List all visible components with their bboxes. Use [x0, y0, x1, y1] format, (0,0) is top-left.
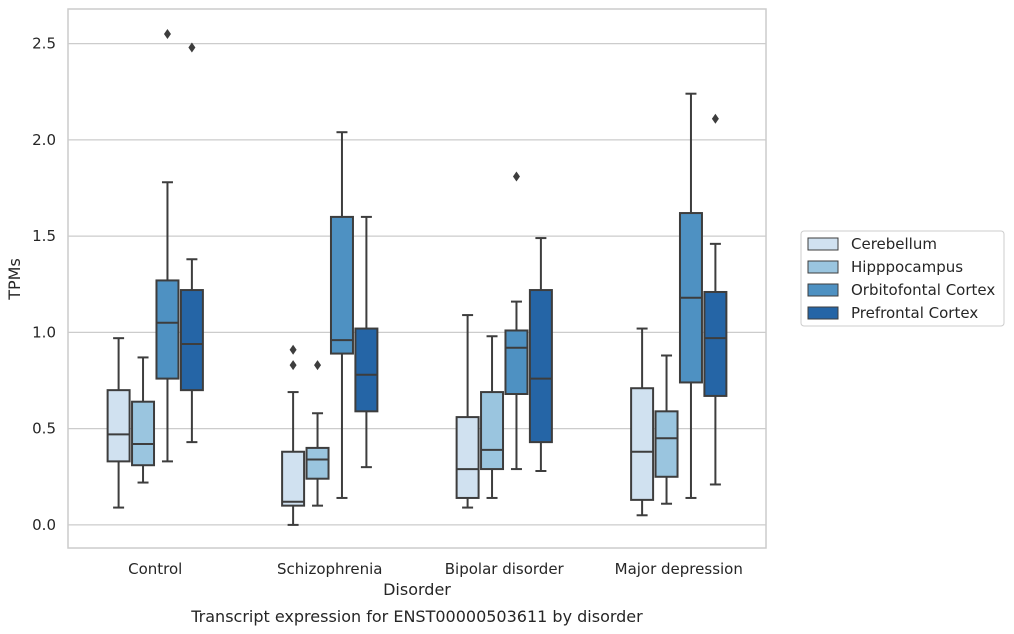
legend-item: Orbitofontal Cortex — [807, 281, 995, 299]
box-group — [106, 337, 131, 509]
box-iqr — [504, 329, 529, 396]
y-tick-label: 1.5 — [32, 227, 56, 245]
box-iqr — [106, 389, 131, 463]
box-iqr — [528, 289, 553, 444]
box-group — [155, 29, 180, 463]
legend-item: Prefrontal Cortex — [807, 304, 978, 322]
legend-frame — [800, 230, 1005, 327]
box-iqr — [703, 290, 728, 397]
box-group — [504, 171, 529, 471]
y-tick-labels: 0.0 0.5 1.0 1.5 2.0 2.5 — [32, 35, 56, 534]
legend-swatch — [807, 237, 839, 251]
legend-swatch — [807, 260, 839, 274]
outlier-point — [512, 171, 520, 182]
box-group — [654, 354, 679, 505]
box-group — [131, 356, 156, 484]
outlier-point — [314, 360, 322, 371]
x-tick-label: Bipolar disorder — [445, 560, 565, 578]
box-iqr — [455, 416, 480, 499]
box-group — [528, 237, 553, 472]
y-tick-label: 2.0 — [32, 131, 56, 149]
chart-caption: Transcript expression for ENST0000050361… — [190, 607, 643, 626]
outlier-point — [289, 344, 297, 355]
box-group — [703, 113, 728, 486]
legend-item: Hipppocampus — [807, 258, 963, 276]
box-plots — [106, 29, 728, 526]
box-iqr — [155, 279, 180, 380]
box-group — [179, 42, 204, 444]
y-tick-label: 2.5 — [32, 35, 56, 53]
outlier-point — [711, 113, 719, 124]
x-tick-labels: Control Schizophrenia Bipolar disorder Majo… — [128, 560, 743, 578]
box-group — [329, 131, 354, 499]
box-iqr — [131, 400, 156, 467]
box-group — [480, 335, 505, 499]
y-axis-label: TPMs — [5, 258, 24, 301]
outlier-point — [188, 42, 196, 53]
plot-frame — [67, 8, 767, 549]
outlier-point — [163, 29, 171, 40]
x-tick-label: Schizophrenia — [277, 560, 382, 578]
box-group — [354, 215, 379, 469]
legend-item: Cerebellum — [807, 235, 937, 253]
legend-swatch — [807, 306, 839, 320]
box-group — [305, 360, 330, 507]
box-iqr — [480, 391, 505, 471]
box-group — [281, 344, 306, 526]
x-axis-label: Disorder — [383, 580, 451, 599]
box-iqr — [281, 450, 306, 507]
box-iqr — [654, 410, 679, 478]
box-iqr — [630, 387, 655, 501]
outlier-point — [289, 360, 297, 371]
box-group — [630, 327, 655, 517]
legend: Cerebellum Hipppocampus Orbitofontal Corte… — [800, 230, 1005, 327]
y-tick-label: 0.0 — [32, 516, 56, 534]
x-tick-label: Control — [128, 560, 182, 578]
x-tick-label: Major depression — [615, 560, 743, 578]
box-iqr — [354, 327, 379, 413]
legend-label: Cerebellum — [851, 235, 937, 253]
y-tick-label: 0.5 — [32, 420, 56, 438]
legend-label: Prefrontal Cortex — [851, 304, 978, 322]
box-iqr — [305, 446, 330, 480]
y-tick-label: 1.0 — [32, 323, 56, 341]
legend-swatch — [807, 283, 839, 297]
box-iqr — [329, 215, 354, 355]
legend-items: Cerebellum Hipppocampus Orbitofontal Corte… — [807, 235, 995, 322]
legend-label: Orbitofontal Cortex — [851, 281, 995, 299]
box-iqr — [179, 289, 204, 392]
box-group — [678, 92, 703, 499]
box-group — [455, 314, 480, 509]
legend-label: Hipppocampus — [851, 258, 963, 276]
